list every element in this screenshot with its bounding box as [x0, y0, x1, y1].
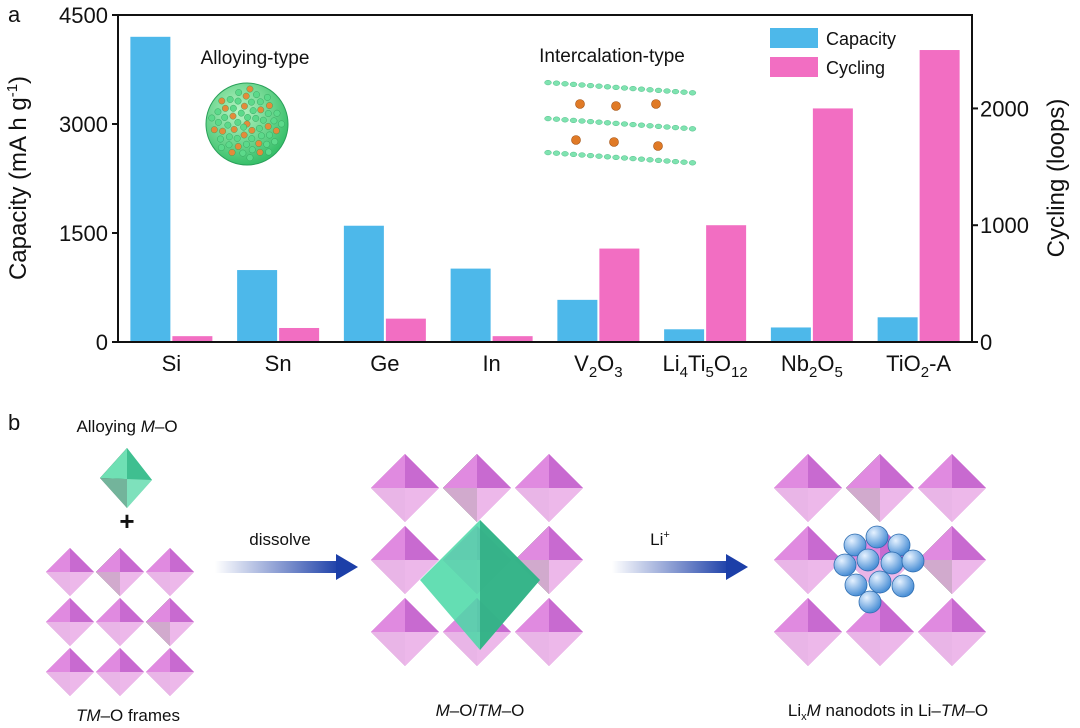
cycling-bar-3: [492, 336, 533, 342]
mo-tmo-composite-illustration: [371, 454, 583, 666]
composite-caption: M–O/TM–O: [436, 701, 525, 720]
intercalation-layers-illustration: [544, 79, 697, 166]
panel-a-label: a: [8, 2, 21, 27]
category-label-4: V2O3: [574, 351, 623, 381]
right-axis-ticks: 0 1000 2000: [972, 96, 1029, 355]
capacity-cycling-chart: a 0 1500 3000 4500 0 1000 2000 Si Sn Ge In V2O3 Li…: [4, 2, 1070, 381]
category-label-6: Nb2O5: [781, 351, 843, 381]
li-plus-label: Li+: [650, 529, 670, 549]
right-tick-label: 1000: [980, 213, 1029, 238]
cycling-bars: [172, 50, 960, 343]
capacity-bar-1: [237, 270, 278, 342]
right-tick-label: 2000: [980, 96, 1029, 121]
plus-sign: +: [119, 506, 134, 536]
cycling-bar-2: [385, 318, 426, 342]
dissolve-arrow: [215, 554, 358, 580]
annotation-intercalation: Intercalation-type: [539, 46, 685, 67]
cycling-bar-0: [172, 336, 213, 342]
frames-caption: TM–O frames: [76, 706, 180, 725]
category-label-3: In: [482, 351, 500, 376]
left-axis-label: Capacity (mA h g-1): [4, 76, 32, 280]
category-label-0: Si: [162, 351, 182, 376]
left-axis-ticks: 0 1500 3000 4500: [59, 3, 118, 355]
annotation-alloying: Alloying-type: [201, 48, 310, 69]
capacity-bar-7: [877, 317, 918, 342]
capacity-bar-4: [557, 299, 598, 342]
alloying-mo-label: Alloying M–O: [76, 417, 177, 436]
category-label-5: Li4Ti5O12: [663, 351, 748, 381]
capacity-bars: [130, 36, 918, 343]
left-tick-label: 4500: [59, 3, 108, 28]
right-axis-label: Cycling (loops): [1043, 99, 1070, 258]
capacity-bar-6: [770, 327, 811, 342]
nanodots-illustration: [774, 454, 986, 666]
panel-b-label: b: [8, 410, 20, 435]
capacity-bar-3: [450, 268, 491, 342]
category-label-2: Ge: [370, 351, 399, 376]
category-labels: Si Sn Ge In V2O3 Li4Ti5O12 Nb2O5 TiO2-A: [162, 351, 952, 381]
alloying-sphere-illustration: [205, 82, 289, 166]
dissolve-label: dissolve: [249, 530, 310, 549]
right-tick-label: 0: [980, 330, 992, 355]
cycling-bar-7: [919, 50, 960, 343]
left-tick-label: 3000: [59, 112, 108, 137]
cycling-bar-6: [812, 108, 853, 342]
capacity-bar-5: [664, 329, 705, 342]
capacity-bar-2: [343, 225, 384, 342]
legend-swatch-capacity: [770, 28, 818, 48]
capacity-bar-0: [130, 36, 171, 343]
legend: Capacity Cycling: [770, 28, 896, 78]
mo-octahedron-icon: [100, 448, 152, 508]
category-label-1: Sn: [265, 351, 292, 376]
category-label-7: TiO2-A: [886, 351, 951, 381]
plot-frame: [117, 14, 973, 343]
legend-label-capacity: Capacity: [826, 29, 896, 49]
legend-label-cycling: Cycling: [826, 58, 885, 78]
legend-swatch-cycling: [770, 57, 818, 77]
cycling-bar-4: [599, 248, 640, 342]
left-tick-label: 1500: [59, 221, 108, 246]
cycling-bar-5: [706, 225, 747, 342]
tm-o-frames-illustration: [46, 548, 194, 696]
left-tick-label: 0: [96, 330, 108, 355]
cycling-bar-1: [279, 327, 320, 342]
nanodots-caption: LixM nanodots in Li–TM–O: [788, 701, 988, 723]
lithiation-arrow: [612, 554, 748, 580]
